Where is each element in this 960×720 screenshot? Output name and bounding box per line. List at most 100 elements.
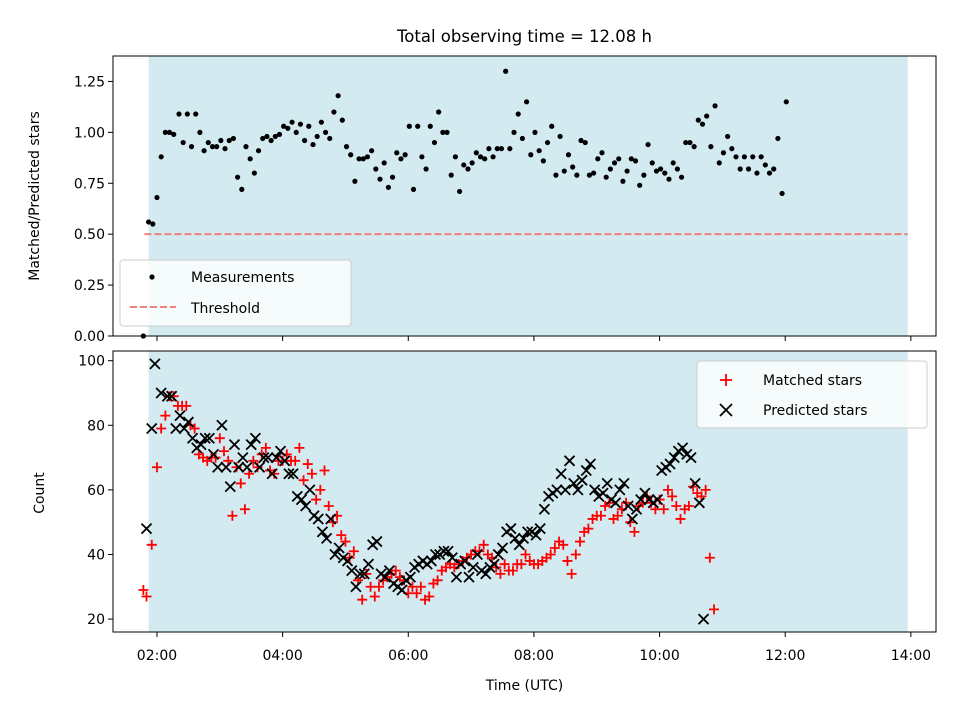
measurement-point	[678, 174, 685, 180]
measurement-point	[218, 137, 224, 144]
measurement-point	[658, 166, 664, 172]
matched-star-point	[306, 468, 317, 479]
measurement-point	[704, 113, 710, 119]
predicted-star-point	[639, 487, 651, 499]
predicted-star-point	[295, 493, 308, 506]
measurement-point	[490, 154, 496, 160]
legend-marker-predicted-stars	[719, 403, 733, 417]
count-y-tick-label: 80	[87, 418, 105, 434]
measurement-point	[268, 137, 274, 144]
measurement-point	[645, 141, 651, 148]
measurement-point	[352, 178, 358, 184]
predicted-star-point	[362, 558, 375, 570]
predicted-star-point	[383, 564, 396, 577]
predicted-star-point	[300, 500, 312, 512]
predicted-star-point	[534, 523, 546, 535]
matched-star-point	[424, 591, 435, 602]
matched-star-point	[390, 565, 401, 576]
measurement-point	[574, 172, 580, 178]
measurement-point	[544, 139, 551, 146]
measurement-point	[603, 174, 609, 180]
measurement-point	[398, 156, 404, 162]
matched-star-point	[227, 510, 238, 521]
measurement-point	[523, 99, 530, 105]
predicted-star-point	[155, 387, 167, 399]
count-legend-box	[696, 360, 928, 429]
matched-star-point	[311, 494, 322, 505]
predicted-star-point	[651, 493, 664, 506]
measurement-point	[201, 148, 207, 154]
predicted-star-point	[517, 532, 530, 544]
measurement-point	[293, 129, 299, 135]
matched-star-point	[365, 581, 376, 592]
measurement-point	[209, 144, 216, 150]
matched-star-point	[141, 591, 152, 602]
measurement-point	[662, 170, 668, 176]
measurement-point	[754, 170, 760, 176]
measurement-point	[452, 154, 458, 160]
matched-star-point	[574, 536, 585, 547]
predicted-star-point	[237, 451, 249, 464]
x-tick-label: 06:00	[388, 648, 428, 664]
predicted-star-point	[438, 545, 450, 557]
measurement-point	[532, 129, 538, 135]
predicted-star-point	[509, 532, 521, 544]
matched-star-point	[667, 491, 678, 502]
predicted-star-point	[224, 481, 236, 493]
predicted-star-point	[266, 468, 278, 480]
measurement-point	[611, 160, 618, 166]
measurement-point	[176, 111, 182, 117]
measurement-point	[381, 160, 387, 166]
matched-star-point	[348, 546, 359, 557]
matched-star-point	[495, 568, 506, 579]
measurement-point	[649, 160, 655, 166]
predicted-star-point	[354, 568, 366, 580]
x-tick-label: 10:00	[639, 648, 679, 664]
measurement-point	[318, 119, 324, 125]
predicted-star-point	[371, 535, 383, 548]
measurement-point	[561, 168, 567, 174]
measurement-point	[255, 148, 262, 154]
predicted-star-point	[304, 484, 316, 496]
predicted-star-point	[270, 451, 282, 464]
predicted-star-point	[174, 409, 186, 422]
predicted-star-point	[329, 548, 341, 561]
predicted-star-point	[551, 484, 563, 496]
matched-star-point	[583, 523, 594, 534]
matched-star-point	[700, 484, 711, 495]
count-y-axis-label: Count	[32, 472, 48, 514]
legend-label-threshold: Threshold	[190, 301, 260, 317]
measurement-point	[691, 144, 697, 150]
predicted-star-point	[480, 568, 492, 580]
count-y-tick-label: 20	[87, 612, 105, 628]
predicted-star-point	[693, 497, 705, 509]
predicted-star-point	[161, 390, 174, 402]
measurement-point	[674, 166, 680, 172]
measurement-point	[540, 158, 546, 164]
predicted-star-point	[212, 461, 224, 473]
matched-star-point	[549, 543, 560, 554]
predicted-star-point	[203, 432, 215, 444]
measurement-point	[360, 156, 366, 162]
measurement-point	[666, 176, 672, 182]
measurement-point	[595, 156, 601, 162]
measurement-point	[289, 119, 295, 125]
predicted-star-point	[450, 571, 463, 583]
measurement-point	[783, 99, 789, 105]
measurement-point	[302, 137, 308, 144]
measurement-point	[771, 166, 777, 172]
predicted-star-point	[245, 439, 257, 451]
measurement-point	[410, 186, 417, 192]
measurement-point	[582, 139, 588, 146]
measurement-point	[461, 162, 467, 168]
predicted-star-point	[325, 513, 337, 525]
measurement-point	[553, 172, 559, 178]
measurement-point	[415, 123, 421, 129]
matched-star-point	[138, 585, 149, 596]
measurement-point	[670, 160, 676, 166]
measurement-point	[193, 111, 199, 117]
measurement-point	[750, 154, 756, 160]
predicted-star-point	[220, 461, 232, 473]
predicted-star-point	[149, 358, 161, 370]
predicted-star-point	[568, 477, 580, 490]
